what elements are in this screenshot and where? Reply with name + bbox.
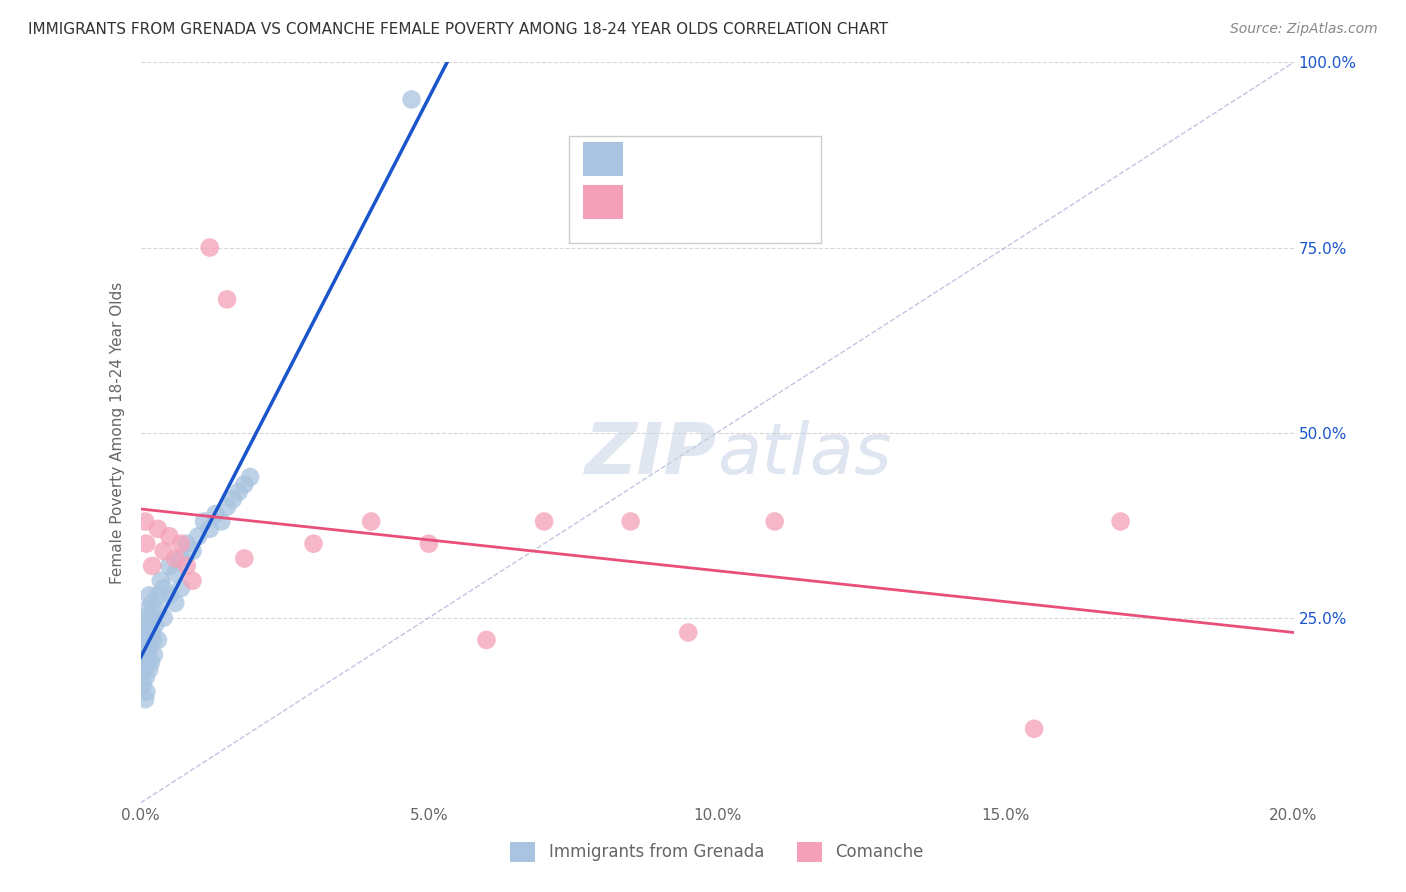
Point [228, 484, 250, 499]
Point [222, 492, 245, 507]
Point [141, 558, 163, 573]
Point [187, 529, 209, 543]
Point [763, 515, 786, 529]
Point [170, 551, 193, 566]
Text: N =: N = [713, 149, 761, 167]
Point [134, 655, 156, 669]
Point [135, 603, 157, 617]
Point [204, 507, 226, 521]
Text: R =: R = [631, 149, 668, 167]
Point [181, 544, 204, 558]
Point [131, 632, 153, 647]
Point [135, 670, 157, 684]
Point [165, 566, 187, 581]
Point [181, 574, 204, 588]
Legend: Immigrants from Grenada, Comanche: Immigrants from Grenada, Comanche [503, 835, 931, 869]
Point [619, 515, 641, 529]
Point [134, 515, 156, 529]
Point [533, 515, 555, 529]
Point [139, 655, 162, 669]
Point [360, 515, 382, 529]
Text: R =: R = [631, 192, 668, 210]
Text: 0.575: 0.575 [665, 149, 723, 167]
Point [136, 648, 159, 662]
Point [1024, 722, 1046, 736]
Text: 23: 23 [752, 192, 776, 210]
Point [401, 92, 423, 106]
Point [165, 551, 187, 566]
Point [159, 529, 180, 543]
Point [135, 625, 157, 640]
Point [233, 477, 256, 491]
Point [146, 603, 169, 617]
Point [159, 589, 180, 603]
Point [132, 677, 155, 691]
Point [165, 596, 187, 610]
Point [141, 625, 163, 640]
Point [135, 536, 157, 550]
Point [132, 663, 155, 677]
Point [217, 293, 239, 307]
Point [138, 632, 160, 647]
Point [152, 544, 174, 558]
Y-axis label: Female Poverty Among 18-24 Year Olds: Female Poverty Among 18-24 Year Olds [110, 282, 125, 583]
Point [678, 625, 700, 640]
Point [233, 551, 256, 566]
Point [198, 240, 221, 255]
Text: Source: ZipAtlas.com: Source: ZipAtlas.com [1230, 22, 1378, 37]
Point [138, 663, 160, 677]
Text: -0.062: -0.062 [665, 192, 724, 210]
Point [475, 632, 498, 647]
Point [146, 522, 169, 536]
Point [152, 581, 174, 595]
Point [138, 589, 160, 603]
Point [209, 515, 232, 529]
Point [176, 558, 198, 573]
Point [143, 618, 166, 632]
Point [159, 558, 180, 573]
Text: 50: 50 [752, 149, 775, 167]
Point [141, 596, 163, 610]
Point [146, 632, 169, 647]
Text: ZIP: ZIP [585, 420, 717, 490]
Point [239, 470, 262, 484]
Point [1109, 515, 1132, 529]
Point [418, 536, 440, 550]
Point [149, 574, 172, 588]
Point [176, 536, 198, 550]
Point [170, 581, 193, 595]
Point [217, 500, 239, 514]
Text: atlas: atlas [717, 420, 891, 490]
Point [146, 589, 169, 603]
Point [193, 515, 215, 529]
Text: IMMIGRANTS FROM GRENADA VS COMANCHE FEMALE POVERTY AMONG 18-24 YEAR OLDS CORRELA: IMMIGRANTS FROM GRENADA VS COMANCHE FEMA… [28, 22, 889, 37]
Point [198, 522, 221, 536]
Point [132, 610, 155, 624]
Point [152, 610, 174, 624]
Text: N =: N = [713, 192, 761, 210]
Point [134, 640, 156, 655]
Point [141, 610, 163, 624]
Point [134, 692, 156, 706]
Point [131, 648, 153, 662]
Point [142, 632, 165, 647]
Point [139, 640, 162, 655]
Point [170, 536, 193, 550]
Point [135, 685, 157, 699]
Point [136, 618, 159, 632]
Point [302, 536, 325, 550]
Point [142, 648, 165, 662]
